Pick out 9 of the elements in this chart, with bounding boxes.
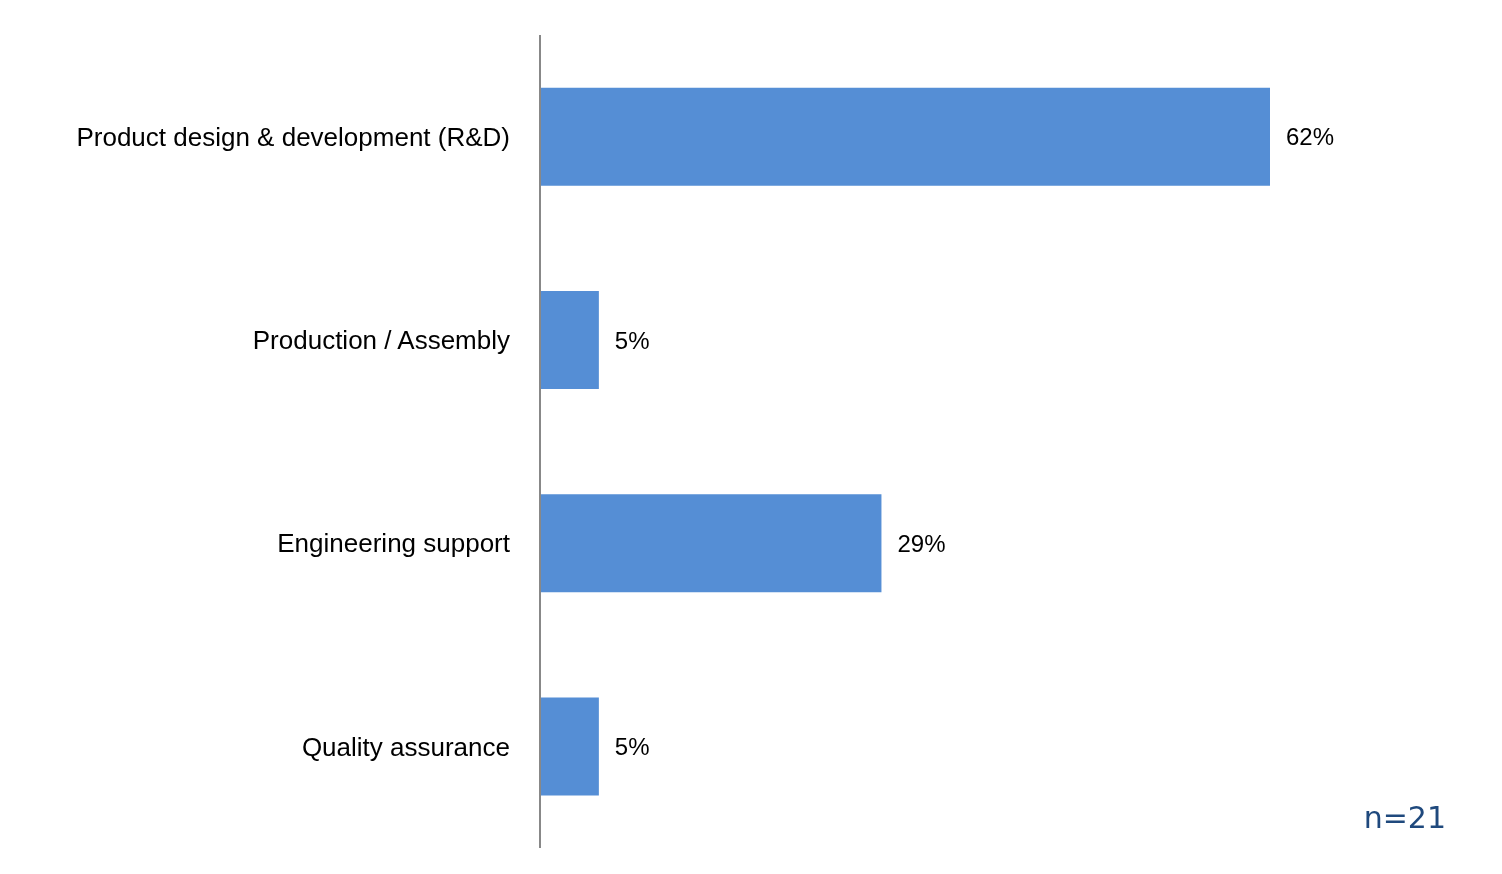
- data-label: 62%: [1286, 123, 1335, 151]
- y-tick-label: Quality assurance: [301, 731, 510, 762]
- text: n=21: [1363, 800, 1446, 835]
- y-tick-label: Production / Assembly: [252, 325, 510, 356]
- data-label: 5%: [614, 326, 650, 354]
- data-label: 29%: [897, 529, 946, 557]
- y-tick-label: Product design & development (R&D): [76, 121, 510, 152]
- data-label: 5%: [614, 733, 650, 761]
- y-tick-label: Engineering support: [277, 528, 511, 559]
